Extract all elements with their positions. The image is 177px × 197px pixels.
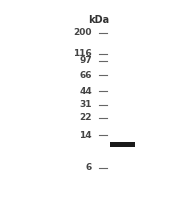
Text: kDa: kDa	[88, 15, 110, 25]
Text: 6: 6	[86, 163, 92, 172]
Text: 44: 44	[79, 86, 92, 96]
Text: 31: 31	[80, 100, 92, 109]
Text: 14: 14	[79, 131, 92, 140]
Text: 200: 200	[74, 28, 92, 37]
Bar	[110, 142, 135, 147]
Text: 97: 97	[79, 56, 92, 65]
Text: 66: 66	[80, 71, 92, 80]
Text: 116: 116	[73, 49, 92, 58]
Text: 22: 22	[80, 113, 92, 122]
